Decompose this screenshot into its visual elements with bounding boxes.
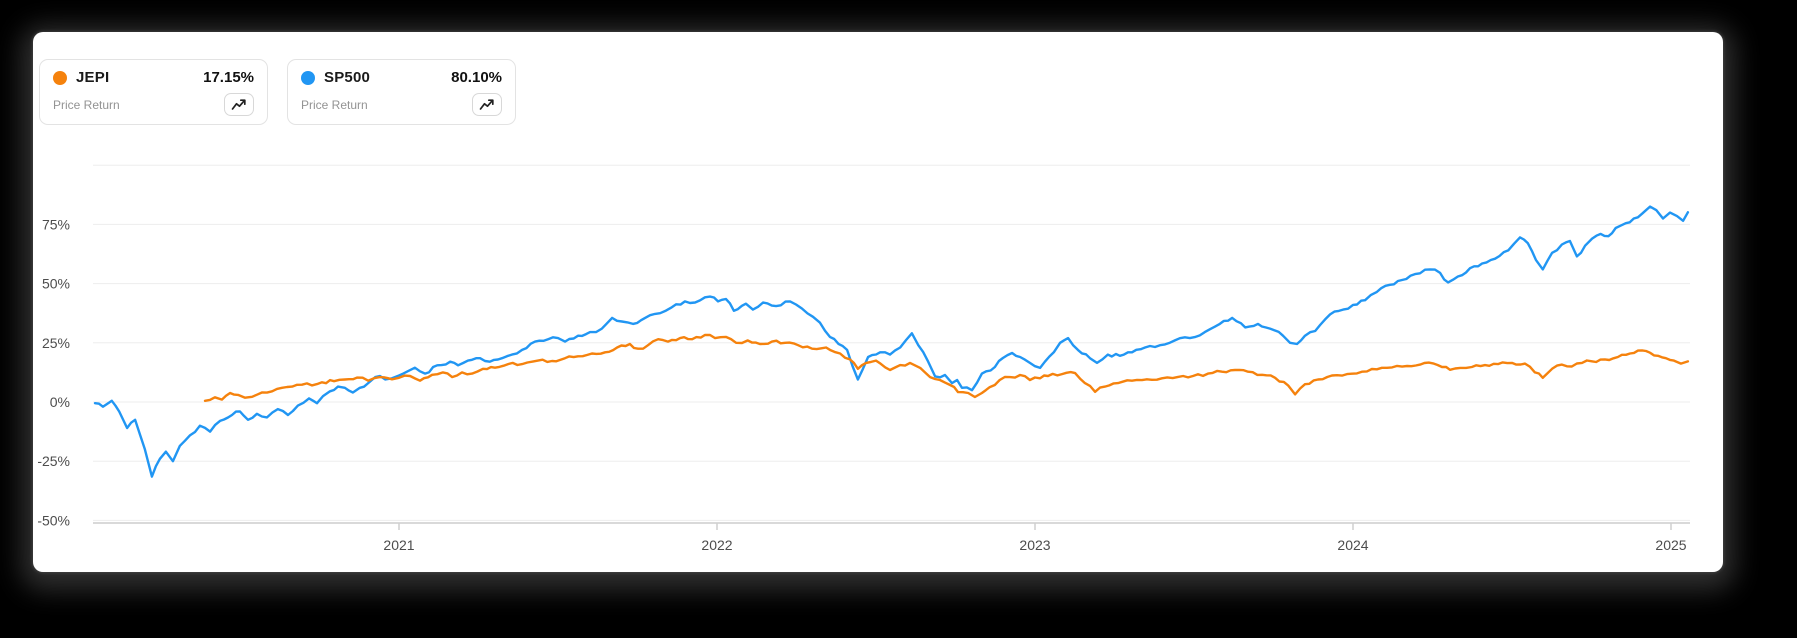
legend-card-sp500: SP500 80.10% Price Return: [287, 59, 516, 125]
sp500-series-dot-icon: [301, 70, 315, 85]
trending-up-icon: [231, 98, 247, 111]
sp500-return-value: 80.10%: [451, 69, 502, 86]
y-axis-label: 75%: [42, 216, 70, 232]
sp500-chart-type-button[interactable]: [472, 93, 502, 116]
legend-row-sub: Price Return: [301, 93, 502, 116]
jepi-metric-label: Price Return: [53, 97, 120, 112]
sp500-ticker-label: SP500: [324, 69, 371, 86]
x-axis-label: 2022: [701, 537, 732, 553]
legend-card-jepi: JEPI 17.15% Price Return: [39, 59, 268, 125]
x-axis-label: 2023: [1019, 537, 1050, 553]
y-axis-label: 0%: [50, 394, 70, 410]
trending-up-icon: [479, 98, 495, 111]
x-axis-label: 2024: [1337, 537, 1368, 553]
y-axis-label: -50%: [37, 512, 70, 528]
y-axis-label: 50%: [42, 276, 70, 292]
legend-row-sub: Price Return: [53, 93, 254, 116]
legend-row-main: SP500 80.10%: [301, 69, 502, 86]
chart-canvas[interactable]: 75% 50% 25% 0% -25% -50% 2021 2022 2023 2024 2025: [33, 32, 1723, 572]
x-axis-label: 2021: [383, 537, 414, 553]
series-line-jepi[interactable]: [203, 333, 1690, 402]
y-axis-label: -25%: [37, 453, 70, 469]
chart-panel: 75% 50% 25% 0% -25% -50% 2021 2022 2023 2024 2025 …: [33, 32, 1723, 572]
x-axis-label: 2025: [1655, 537, 1686, 553]
series-line-sp500[interactable]: [93, 205, 1690, 478]
y-axis-label: 25%: [42, 335, 70, 351]
jepi-chart-type-button[interactable]: [224, 93, 254, 116]
jepi-series-dot-icon: [53, 70, 67, 85]
sp500-metric-label: Price Return: [301, 97, 368, 112]
legend-row-main: JEPI 17.15%: [53, 69, 254, 86]
jepi-return-value: 17.15%: [203, 69, 254, 86]
jepi-ticker-label: JEPI: [76, 69, 110, 86]
